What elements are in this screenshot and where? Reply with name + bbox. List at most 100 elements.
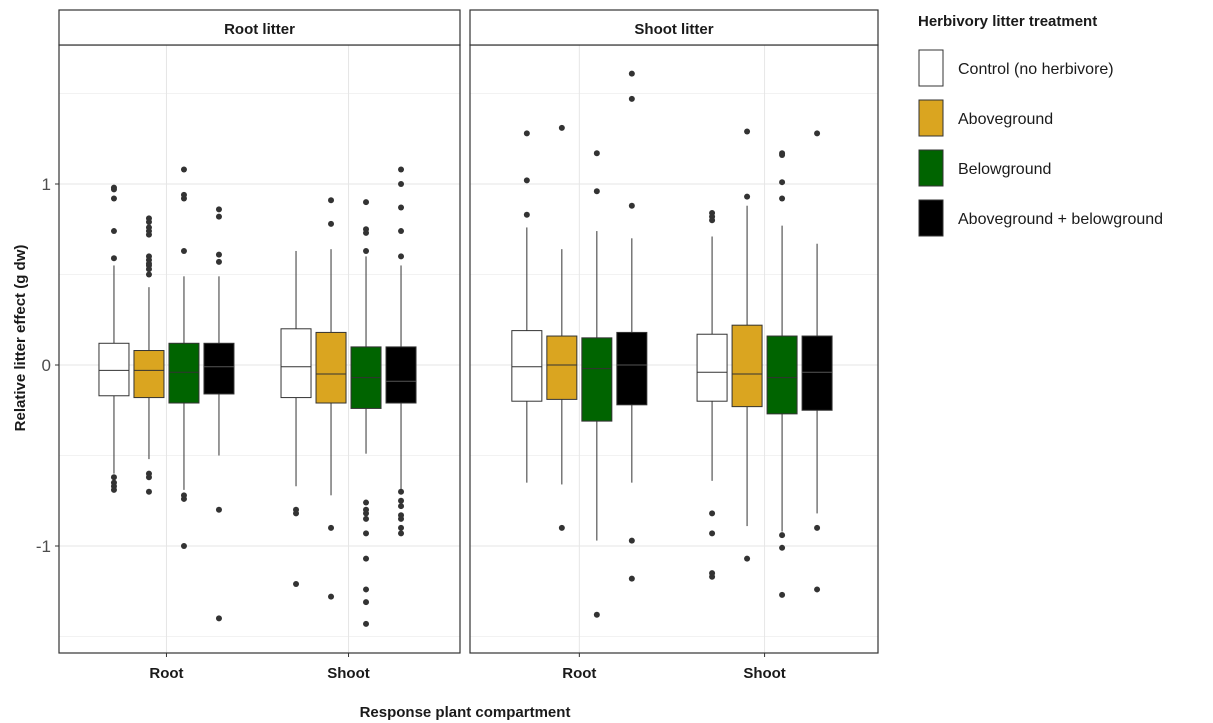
box-control-no-herbivore--shoot-litter-shoot <box>696 209 728 580</box>
outlier-point <box>398 253 405 260</box>
outlier-point <box>628 95 635 102</box>
outlier-point <box>363 510 370 517</box>
outlier-point <box>363 229 370 236</box>
box-iqr <box>280 328 312 399</box>
y-tick-label: 0 <box>42 356 51 375</box>
box-iqr <box>133 350 165 399</box>
outlier-point <box>363 555 370 562</box>
outlier-point <box>328 197 335 204</box>
strip-background <box>469 9 879 46</box>
outlier-point <box>398 497 405 504</box>
legend-label: Aboveground + belowground <box>958 211 1163 228</box>
x-tick-label: Shoot <box>743 665 786 682</box>
outlier-point <box>215 258 222 265</box>
box-iqr <box>511 330 543 402</box>
outlier-point <box>363 599 370 606</box>
box-aboveground-belowground-shoot-litter-root <box>616 70 648 582</box>
box-iqr <box>203 342 235 395</box>
outlier-point <box>779 179 786 186</box>
outlier-point <box>363 586 370 593</box>
outlier-point <box>628 70 635 77</box>
legend-label: Control (no herbivore) <box>958 61 1114 78</box>
outlier-point <box>814 524 821 531</box>
outlier-point <box>145 488 152 495</box>
outlier-point <box>180 195 187 202</box>
outlier-point <box>363 515 370 522</box>
box-iqr <box>546 335 578 400</box>
box-series <box>98 70 833 627</box>
outlier-point <box>398 488 405 495</box>
outlier-point <box>523 177 530 184</box>
outlier-point <box>814 586 821 593</box>
outlier-point <box>744 128 751 135</box>
outlier-point <box>215 213 222 220</box>
outlier-point <box>145 271 152 278</box>
outlier-point <box>709 217 716 224</box>
x-axis-title: Response plant compartment <box>360 704 571 721</box>
y-axis-title: Relative litter effect (g dw) <box>12 245 29 432</box>
outlier-point <box>398 204 405 211</box>
box-control-no-herbivore--root-litter-shoot <box>280 250 312 588</box>
outlier-point <box>744 555 751 562</box>
box-iqr <box>315 331 347 404</box>
outlier-point <box>293 581 300 588</box>
legend-key <box>918 149 944 187</box>
legend-label: Belowground <box>958 161 1051 178</box>
outlier-point <box>779 591 786 598</box>
box-aboveground-belowground-root-litter-root <box>203 206 235 622</box>
box-belowground-root-litter-shoot <box>350 199 382 627</box>
outlier-point <box>215 615 222 622</box>
outlier-point <box>215 206 222 213</box>
outlier-point <box>363 620 370 627</box>
outlier-point <box>558 524 565 531</box>
outlier-point <box>398 524 405 531</box>
outlier-point <box>709 510 716 517</box>
outlier-point <box>328 524 335 531</box>
box-iqr <box>385 346 417 404</box>
outlier-point <box>523 130 530 137</box>
outlier-point <box>180 166 187 173</box>
box-belowground-root-litter-root <box>168 166 200 549</box>
legend: Herbivory litter treatment Control (no h… <box>918 13 1163 237</box>
box-belowground-shoot-litter-shoot <box>766 150 798 598</box>
outlier-point <box>363 530 370 537</box>
outlier-point <box>215 506 222 513</box>
x-tick-label: Shoot <box>327 665 370 682</box>
outlier-point <box>110 195 117 202</box>
outlier-point <box>628 575 635 582</box>
box-iqr <box>696 333 728 402</box>
outlier-point <box>779 195 786 202</box>
outlier-point <box>558 124 565 131</box>
outlier-point <box>628 202 635 209</box>
legend-title: Herbivory litter treatment <box>918 13 1097 30</box>
outlier-point <box>363 199 370 206</box>
box-iqr <box>581 337 613 422</box>
y-axis-ticks: -1 0 1 <box>36 175 59 556</box>
outlier-point <box>398 515 405 522</box>
outlier-point <box>523 211 530 218</box>
outlier-point <box>110 228 117 235</box>
outlier-point <box>398 166 405 173</box>
panel-strip-label: Root litter <box>224 21 295 38</box>
box-control-no-herbivore--shoot-litter-root <box>511 130 543 483</box>
legend-key <box>918 49 944 87</box>
outlier-point <box>293 510 300 517</box>
outlier-point <box>180 495 187 502</box>
legend-label: Aboveground <box>958 111 1053 128</box>
outlier-point <box>398 503 405 510</box>
box-belowground-shoot-litter-root <box>581 150 613 618</box>
box-control-no-herbivore--root-litter-root <box>98 184 130 493</box>
outlier-point <box>145 266 152 273</box>
outlier-point <box>593 611 600 618</box>
outlier-point <box>145 231 152 238</box>
outlier-point <box>180 543 187 549</box>
panel-strips: Root litter Shoot litter <box>58 9 879 46</box>
outlier-point <box>363 247 370 254</box>
strip-background <box>58 9 461 46</box>
box-iqr <box>616 331 648 406</box>
outlier-point <box>110 486 117 493</box>
x-tick-label: Root <box>149 665 183 682</box>
x-tick-label: Root <box>562 665 596 682</box>
x-axis-ticks: Root Shoot Root Shoot <box>149 653 786 682</box>
